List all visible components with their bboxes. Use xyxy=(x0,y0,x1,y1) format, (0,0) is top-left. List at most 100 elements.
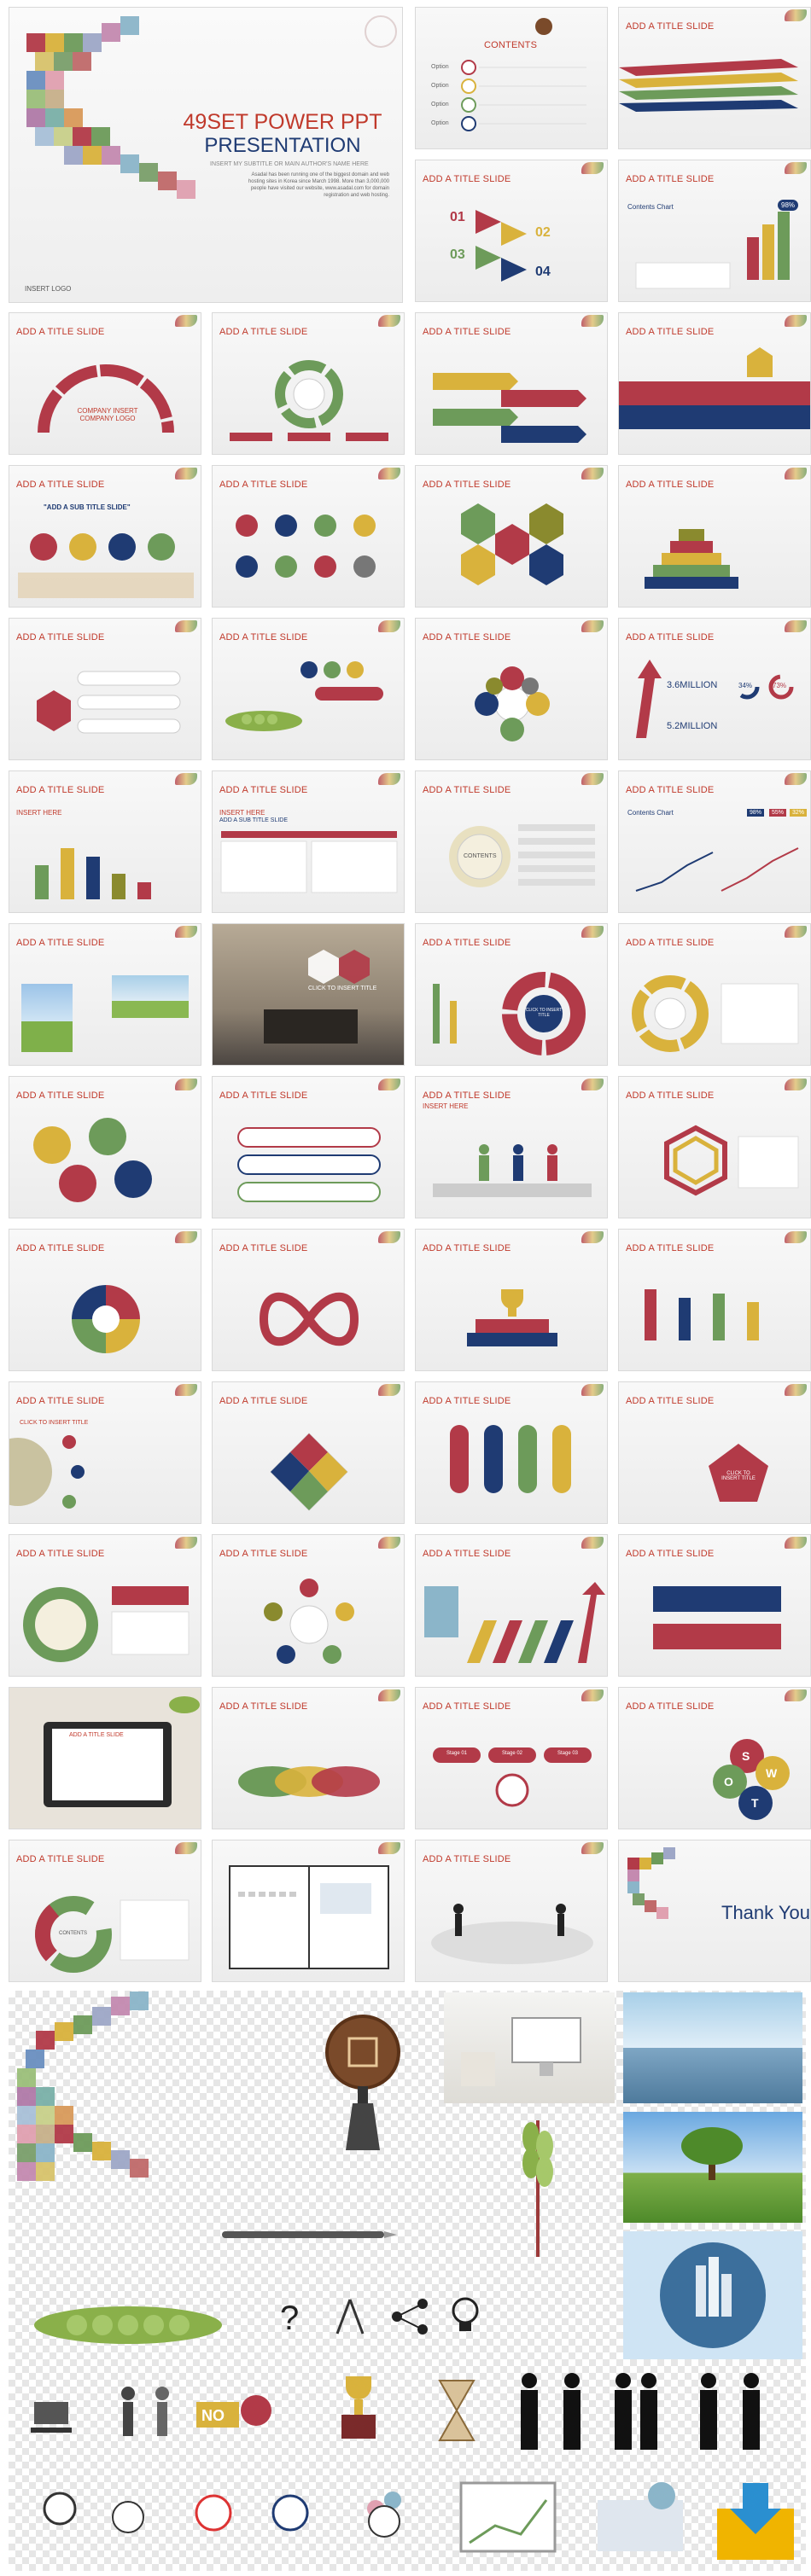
slide-ribbon-bars[interactable]: ADD A TITLE SLIDE 500 million xyxy=(618,7,811,149)
brush-deco-icon xyxy=(581,315,604,327)
slide-bubble-icons[interactable]: ADD A TITLE SLIDE xyxy=(9,1076,201,1218)
world-map-graphic xyxy=(431,1904,593,1964)
slide-timeline-band[interactable]: ADD A TITLE SLIDE xyxy=(618,312,811,455)
brush-deco-icon xyxy=(581,1231,604,1243)
slide-skyline-arrows[interactable]: ADD A TITLE SLIDE xyxy=(415,1534,608,1677)
slide-title: ADD A TITLE SLIDE xyxy=(626,21,715,32)
brush-deco-icon xyxy=(581,1079,604,1090)
slide-typewriter[interactable]: CLICK TO INSERT TITLE xyxy=(212,923,405,1066)
slide-contents[interactable]: CONTENTS Option Option Option Option xyxy=(415,7,608,149)
slide-round-dial[interactable]: ADD A TITLE SLIDE xyxy=(9,1534,201,1677)
brush-deco-icon xyxy=(378,315,400,327)
slide-sub-title-circles[interactable]: ADD A TITLE SLIDE "ADD A SUB TITLE SLIDE… xyxy=(9,465,201,608)
slide-swot[interactable]: ADD A TITLE SLIDE S W O T xyxy=(618,1687,811,1829)
number-01: 01 xyxy=(450,210,465,224)
slide-title: ADD A TITLE SLIDE xyxy=(626,174,715,184)
cover-slide[interactable]: 49SET POWER PPT PRESENTATION INSERT MY S… xyxy=(9,7,403,303)
slide-people-bars[interactable]: ADD A TITLE SLIDE INSERT HERE xyxy=(415,1076,608,1218)
slide-hexagon-cluster[interactable]: ADD A TITLE SLIDE xyxy=(415,465,608,608)
slide-connected-boxes[interactable]: ADD A TITLE SLIDE xyxy=(618,1534,811,1677)
slide-trophy-podium[interactable]: ADD A TITLE SLIDE xyxy=(415,1229,608,1371)
globe-city-icon xyxy=(623,2231,802,2359)
brush-deco-icon xyxy=(581,162,604,174)
slide-hexagon-list[interactable]: ADD A TITLE SLIDE xyxy=(9,618,201,760)
slide-peapod[interactable]: ADD A TITLE SLIDE xyxy=(212,618,405,760)
slide-center-contents-list[interactable]: ADD A TITLE SLIDE CONTENTS xyxy=(415,770,608,913)
slide-cog-ring[interactable]: ADD A TITLE SLIDE xyxy=(618,923,811,1066)
slide-click-insert-list[interactable]: ADD A TITLE SLIDE CLICK TO INSERT TITLE xyxy=(9,1381,201,1524)
slide-donut-contents[interactable]: ADD A TITLE SLIDE CONTENTS xyxy=(9,1840,201,1982)
slide-lightbulb-tags[interactable]: ADD A TITLE SLIDE xyxy=(415,1381,608,1524)
slide-photo-frames[interactable]: ADD A TITLE SLIDE xyxy=(9,923,201,1066)
brush-deco-icon xyxy=(175,1537,197,1549)
flower-circles-graphic xyxy=(475,666,550,741)
slide-tablet-hands[interactable]: ADD A TITLE SLIDE xyxy=(9,1687,201,1829)
swot-o: O xyxy=(724,1775,733,1788)
slide-infinity-cycle[interactable]: ADD A TITLE SLIDE xyxy=(212,1229,405,1371)
slide-donut-cycle[interactable]: ADD A TITLE SLIDE xyxy=(212,312,405,455)
no1-icon: NO xyxy=(196,2395,271,2428)
cover-body-text: Asadal has been running one of the bigge… xyxy=(248,172,389,198)
brush-deco-icon xyxy=(581,620,604,632)
slide-zigzag-numbers[interactable]: ADD A TITLE SLIDE 01 02 03 04 xyxy=(415,160,608,302)
half-circle-graphic xyxy=(9,1435,85,1509)
slide-title: ADD A TITLE SLIDE xyxy=(219,1549,308,1559)
contents-label: CONTENTS xyxy=(59,1931,87,1936)
slide-tab-table[interactable]: ADD A TITLE SLIDE INSERT HERE ADD A SUB … xyxy=(212,770,405,913)
people-bars-graphic xyxy=(433,1144,592,1197)
slide-pentagon[interactable]: ADD A TITLE SLIDE CLICK TO INSERT TITLE xyxy=(618,1381,811,1524)
click-to-insert-title: CLICK TO INSERT TITLE xyxy=(721,1471,756,1481)
slide-million-stats[interactable]: ADD A TITLE SLIDE 3.6MILLION 5.2MILLION … xyxy=(618,618,811,760)
slide-thank-you[interactable]: Thank You xyxy=(618,1840,811,1982)
slide-title: ADD A TITLE SLIDE xyxy=(626,1090,715,1101)
donut-graphic xyxy=(35,1896,190,1973)
slide-ribbon-labels[interactable]: ADD A TITLE SLIDE xyxy=(212,1076,405,1218)
insert-here-text: INSERT HERE xyxy=(219,809,265,817)
question-mark-icon: ? xyxy=(280,2300,299,2337)
slide-title: ADD A TITLE SLIDE xyxy=(219,327,308,337)
slide-contents-chart-bars[interactable]: ADD A TITLE SLIDE Contents Chart 98% xyxy=(618,160,811,302)
slide-bar-chart[interactable]: ADD A TITLE SLIDE INSERT HERE xyxy=(9,770,201,913)
slide-numbered-circles[interactable]: ADD A TITLE SLIDE xyxy=(212,1687,405,1829)
slide-quad-circle[interactable]: ADD A TITLE SLIDE xyxy=(9,1229,201,1371)
tree-icon xyxy=(681,2127,743,2180)
diamond-cycle-graphic xyxy=(270,1433,348,1511)
slide-title: CONTENTS xyxy=(484,40,538,50)
slide-semicircle-logo[interactable]: ADD A TITLE SLIDE COMPANY INSERT COMPANY… xyxy=(9,312,201,455)
slide-title: ADD A TITLE SLIDE xyxy=(423,327,511,337)
slide-circle-segments[interactable]: ADD A TITLE SLIDE CLICK TO INSERT TITLE xyxy=(415,923,608,1066)
brush-deco-icon xyxy=(581,1842,604,1854)
slide-diamond-cycle[interactable]: ADD A TITLE SLIDE xyxy=(212,1381,405,1524)
slide-pyramid[interactable]: ADD A TITLE SLIDE xyxy=(618,465,811,608)
cover-logo-text: INSERT LOGO xyxy=(25,285,72,293)
slide-hub-spoke[interactable]: ADD A TITLE SLIDE xyxy=(212,1534,405,1677)
slide-progress-bars[interactable]: ADD A TITLE SLIDE xyxy=(618,1229,811,1371)
slide-arrow-steps[interactable]: ADD A TITLE SLIDE xyxy=(415,312,608,455)
slide-stage-steps[interactable]: ADD A TITLE SLIDE Stage 01 Stage 02 Stag… xyxy=(415,1687,608,1829)
slide-calendar-notebook[interactable] xyxy=(212,1840,405,1982)
slide-title: ADD A TITLE SLIDE xyxy=(626,1549,715,1559)
slide-flower-circles[interactable]: ADD A TITLE SLIDE xyxy=(415,618,608,760)
stage-label-2: Stage 02 xyxy=(501,1751,523,1756)
brush-deco-icon xyxy=(378,1079,400,1090)
brush-deco-icon xyxy=(785,315,807,327)
color-patch-ribbon xyxy=(627,1847,675,1919)
color-patch-ribbon-asset xyxy=(17,1992,149,2181)
brush-deco-icon xyxy=(378,1537,400,1549)
company-logo-text: COMPANY INSERT COMPANY LOGO xyxy=(77,407,138,422)
arrow-steps-graphic xyxy=(433,373,586,443)
slide-line-chart[interactable]: ADD A TITLE SLIDE Contents Chart 98% 55%… xyxy=(618,770,811,913)
download-folder-icon xyxy=(717,2483,794,2560)
lightbulb-tags-graphic xyxy=(450,1425,571,1493)
number-04: 04 xyxy=(535,265,551,279)
stage-label-3: Stage 03 xyxy=(557,1751,579,1756)
swot-w: W xyxy=(766,1766,778,1780)
slide-title: ADD A TITLE SLIDE xyxy=(423,480,511,490)
cover-title-line2: PRESENTATION xyxy=(204,134,361,157)
slide-hexagon-frame[interactable]: ADD A TITLE SLIDE xyxy=(618,1076,811,1218)
brush-deco-icon xyxy=(581,926,604,938)
slide-stage-circles[interactable]: ADD A TITLE SLIDE xyxy=(212,465,405,608)
brush-deco-icon xyxy=(378,1384,400,1396)
slide-world-map[interactable]: ADD A TITLE SLIDE xyxy=(415,1840,608,1982)
brush-deco-icon xyxy=(175,773,197,785)
